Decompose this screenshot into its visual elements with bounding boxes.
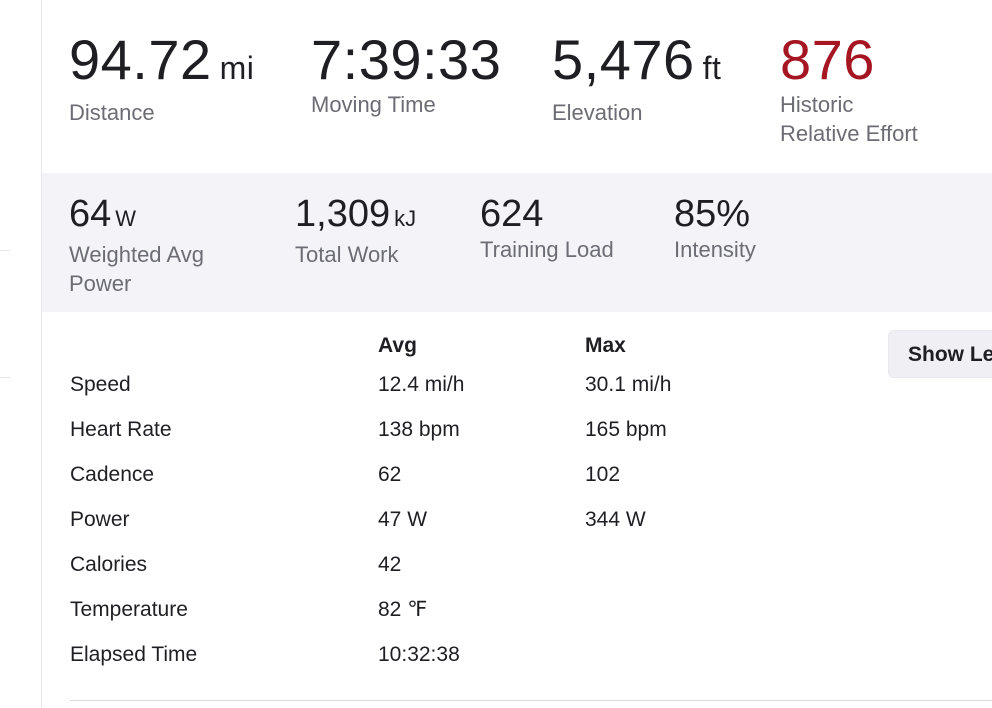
- primary-stats: 94.72 mi Distance 7:39:33 Moving Time 5,4…: [0, 0, 992, 172]
- show-more-button[interactable]: Show Le: [888, 330, 992, 378]
- stat-intensity[interactable]: 85% Intensity: [674, 193, 756, 264]
- row-avg: 12.4 mi/h: [378, 373, 465, 396]
- stat-relative-effort[interactable]: 876 Historic Relative Effort: [780, 30, 918, 148]
- row-avg: 10:32:38: [378, 643, 460, 666]
- stat-label: Moving Time: [311, 92, 436, 117]
- stat-training-load[interactable]: 624 Training Load: [480, 193, 614, 264]
- table-row-power: Power 47 W 344 W: [70, 505, 992, 550]
- stat-value: 64 W: [69, 193, 137, 235]
- row-max: 102: [585, 463, 621, 486]
- table-row-temperature: Temperature 82 ℉: [70, 595, 992, 640]
- row-label: Speed: [70, 373, 131, 396]
- row-avg: 82 ℉: [378, 598, 428, 621]
- row-avg: 138 bpm: [378, 418, 460, 441]
- row-label: Elapsed Time: [70, 643, 198, 666]
- stat-label: Total Work: [295, 242, 399, 267]
- row-avg: 42: [378, 553, 402, 576]
- stat-value: 1,309 kJ: [295, 193, 417, 235]
- stat-label: Training Load: [480, 237, 614, 262]
- stat-label-line2: Relative Effort: [780, 121, 918, 146]
- stat-value: 94.72 mi: [69, 28, 255, 91]
- stat-total-work: 1,309 kJ Total Work: [295, 193, 416, 269]
- secondary-stats-band: 64 W Weighted Avg Power 1,309 kJ Total Wor…: [42, 173, 992, 312]
- stat-label-line1: Historic: [780, 92, 854, 117]
- stat-distance: 94.72 mi Distance: [69, 30, 254, 127]
- stat-weighted-avg-power: 64 W Weighted Avg Power: [69, 193, 204, 298]
- stat-label-line1: Weighted Avg: [69, 242, 204, 267]
- row-avg: 62: [378, 463, 402, 486]
- stat-value: 5,476 ft: [552, 28, 722, 91]
- row-label: Heart Rate: [70, 418, 172, 441]
- row-label: Temperature: [70, 598, 188, 621]
- row-label: Cadence: [70, 463, 155, 486]
- row-max: 30.1 mi/h: [585, 373, 672, 396]
- stat-label: Intensity: [674, 237, 756, 262]
- stat-value: 624: [480, 193, 544, 235]
- row-max: 165 bpm: [585, 418, 667, 441]
- table-row-cadence: Cadence 62 102: [70, 460, 992, 505]
- table-row-elapsed-time: Elapsed Time 10:32:38: [70, 640, 992, 685]
- stat-value: 85%: [674, 193, 751, 235]
- row-label: Calories: [70, 553, 148, 576]
- stat-label-line2: Power: [69, 271, 132, 296]
- rail-tick: [0, 377, 10, 378]
- stat-elevation: 5,476 ft Elevation: [552, 30, 721, 127]
- table-row-heart-rate: Heart Rate 138 bpm 165 bpm: [70, 415, 992, 460]
- table-row-speed: Speed 12.4 mi/h 30.1 mi/h: [70, 370, 992, 415]
- row-label: Power: [70, 508, 130, 531]
- row-avg: 47 W: [378, 508, 428, 531]
- divider: [70, 700, 992, 701]
- row-max: 344 W: [585, 508, 646, 531]
- column-header-avg: Avg: [378, 334, 417, 357]
- stat-moving-time: 7:39:33 Moving Time: [311, 30, 501, 119]
- relative-effort-value: 876: [780, 28, 875, 91]
- left-rail-divider: [0, 0, 42, 708]
- stat-label: Distance: [69, 100, 155, 125]
- stats-table: Avg Max Speed 12.4 mi/h 30.1 mi/h Heart …: [70, 330, 992, 685]
- stat-label: Elevation: [552, 100, 643, 125]
- column-header-max: Max: [585, 334, 626, 357]
- table-header: Avg Max: [70, 330, 992, 370]
- stat-value: 7:39:33: [311, 28, 502, 91]
- table-row-calories: Calories 42: [70, 550, 992, 595]
- rail-tick: [0, 250, 10, 251]
